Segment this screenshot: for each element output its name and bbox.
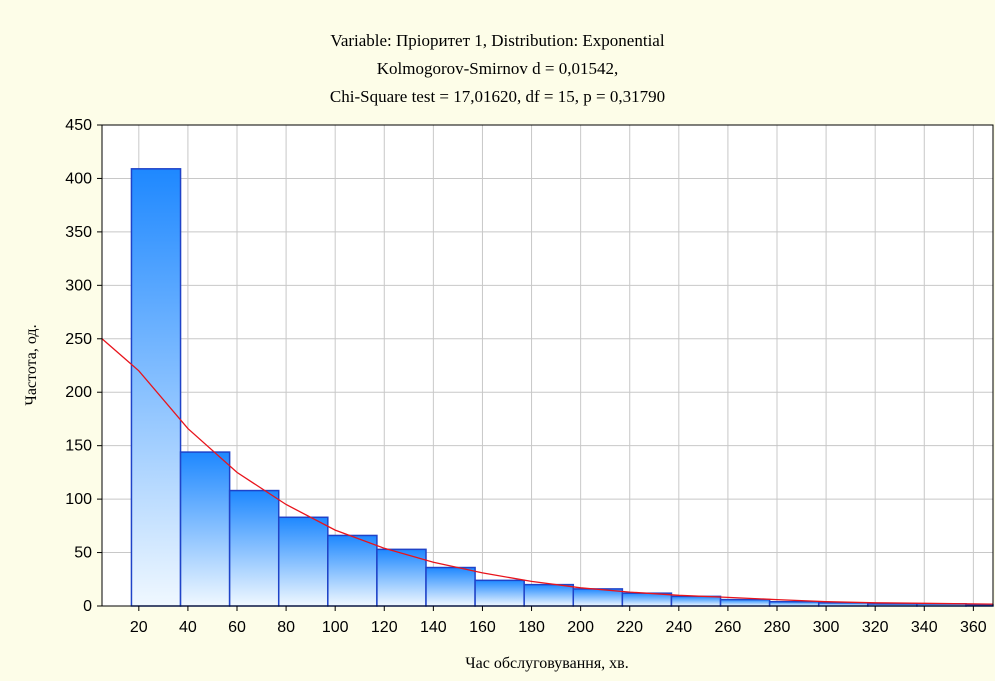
y-tick-label: 400 bbox=[65, 170, 92, 187]
y-tick-label: 450 bbox=[65, 117, 92, 134]
x-tick-label: 40 bbox=[179, 619, 197, 636]
y-tick-label: 50 bbox=[74, 545, 92, 562]
histogram-bar bbox=[130, 168, 182, 607]
x-tick-label: 80 bbox=[277, 619, 295, 636]
fit-curve-layer bbox=[102, 338, 993, 605]
histogram-bar bbox=[621, 592, 673, 607]
plot-frame bbox=[101, 124, 994, 607]
histogram-bar bbox=[768, 600, 820, 607]
histogram-bars bbox=[130, 168, 994, 607]
histogram-bar bbox=[523, 583, 575, 607]
x-tick-label: 260 bbox=[715, 619, 742, 636]
chart-title-line-1: Variable: Пріоритет 1, Distribution: Exp… bbox=[330, 31, 665, 50]
x-tick-label: 200 bbox=[567, 619, 594, 636]
chart-title-line-3: Chi-Square test = 17,01620, df = 15, p =… bbox=[329, 87, 666, 106]
histogram-bar bbox=[277, 516, 329, 607]
x-tick-label: 340 bbox=[911, 619, 938, 636]
x-axis-title: Час обслуговування, хв. bbox=[465, 655, 628, 672]
grid-lines bbox=[102, 124, 993, 607]
y-axis-title: Частота, од. bbox=[23, 324, 40, 405]
y-tick-label: 250 bbox=[65, 331, 92, 348]
histogram-bar bbox=[228, 489, 280, 607]
x-tick-label: 20 bbox=[130, 619, 148, 636]
histogram-bar bbox=[179, 451, 231, 607]
x-tick-label: 300 bbox=[813, 619, 840, 636]
x-tick-label: 320 bbox=[862, 619, 889, 636]
y-tick-label: 100 bbox=[65, 491, 92, 508]
y-tick-label: 350 bbox=[65, 224, 92, 241]
histogram-bar bbox=[474, 579, 525, 607]
x-tick-label: 240 bbox=[665, 619, 692, 636]
x-tick-label: 60 bbox=[228, 619, 246, 636]
x-tick-label: 100 bbox=[322, 619, 349, 636]
exponential-fit-curve bbox=[102, 338, 993, 605]
y-tick-label: 300 bbox=[65, 277, 92, 294]
x-tick-label: 220 bbox=[616, 619, 643, 636]
x-tick-label: 180 bbox=[518, 619, 545, 636]
x-tick-label: 280 bbox=[764, 619, 791, 636]
histogram-bar bbox=[670, 595, 722, 607]
x-tick-label: 140 bbox=[420, 619, 447, 636]
y-tick-label: 0 bbox=[83, 598, 92, 615]
chart-title-line-2: Kolmogorov-Smirnov d = 0,01542, bbox=[376, 59, 619, 78]
histogram-bar bbox=[719, 598, 771, 607]
y-tick-label: 200 bbox=[65, 384, 92, 401]
x-tick-label: 360 bbox=[960, 619, 987, 636]
x-tick-label: 120 bbox=[371, 619, 398, 636]
axis-ticks: 20 40 60 80 100 120 140 160 180 200 220 240 260 280 30… bbox=[65, 117, 987, 636]
histogram-bar bbox=[327, 534, 378, 607]
x-tick-label: 160 bbox=[469, 619, 496, 636]
histogram-bar bbox=[425, 566, 476, 607]
y-tick-label: 150 bbox=[65, 438, 92, 455]
